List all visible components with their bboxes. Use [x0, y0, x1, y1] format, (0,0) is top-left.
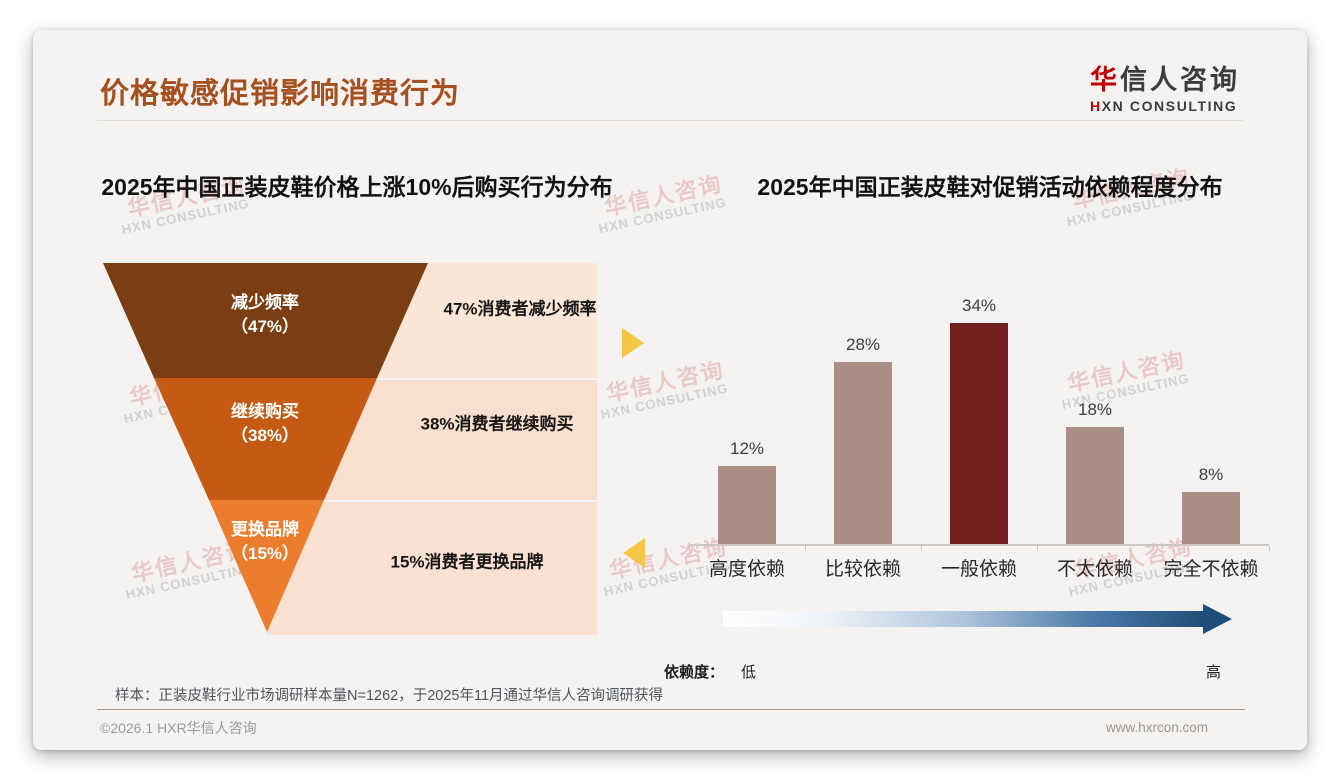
bar — [834, 362, 892, 544]
x-axis-tick — [689, 546, 690, 551]
category-label: 完全不依赖 — [1163, 559, 1259, 580]
funnel-side-label: 15%消费者更换品牌 — [390, 552, 544, 572]
bar-group: 12% — [689, 439, 805, 544]
sample-footnote: 样本：正装皮鞋行业市场调研样本量N=1262，于2025年11月通过华信人咨询调… — [115, 688, 664, 704]
funnel-chart-title: 2025年中国正装皮鞋价格上涨10%后购买行为分布 — [101, 174, 613, 200]
bar-value-label: 34% — [961, 296, 997, 315]
category-label: 比较依赖 — [824, 559, 901, 580]
bar-category-labels: 高度依赖 比较依赖 一般依赖 不太依赖 完全不依赖 — [689, 554, 1269, 581]
page-title: 价格敏感促销影响消费行为 — [100, 78, 461, 110]
bar-value-label: 18% — [1077, 400, 1113, 419]
bar-value-label: 12% — [729, 439, 765, 458]
panel-row — [267, 502, 597, 635]
x-axis — [689, 544, 1269, 546]
dependency-gradient-arrowhead-icon — [1203, 604, 1232, 634]
x-axis-tick — [805, 546, 806, 551]
bar-chart-title: 2025年中国正装皮鞋对促销活动依赖程度分布 — [757, 174, 1223, 200]
funnel-chart — [103, 263, 428, 632]
arrow-right-icon — [622, 328, 644, 358]
bar — [718, 466, 776, 544]
funnel-segment-label: 减少频率 （47%） — [230, 293, 300, 336]
bar-chart: 12% 28% 34% 18% 8% — [689, 280, 1269, 544]
header-divider — [97, 120, 1243, 121]
x-axis-tick — [1153, 546, 1154, 551]
funnel-segment-2 — [154, 378, 377, 500]
bar — [1182, 492, 1240, 544]
bar-group: 8% — [1153, 465, 1269, 544]
copyright-text: ©2026.1 HXR华信人咨询 — [100, 720, 257, 736]
logo-chinese: 华信人咨询 — [1090, 65, 1240, 95]
dependency-scale-high: 高 — [1206, 664, 1222, 681]
bar — [1066, 427, 1124, 544]
funnel-side-label: 47%消费者减少频率 — [443, 299, 597, 319]
website-url: www.hxrcon.com — [1106, 720, 1209, 735]
company-logo: 华信人咨询 HXN CONSULTING — [1090, 58, 1240, 114]
arrow-left-icon — [623, 538, 645, 568]
bar-group: 34% — [921, 296, 1037, 544]
funnel-side-label: 38%消费者继续购买 — [420, 414, 574, 434]
bar-group: 18% — [1037, 400, 1153, 544]
x-axis-tick — [1269, 546, 1270, 551]
dependency-scale-label: 依赖度： — [664, 664, 725, 681]
funnel-segment-label: 更换品牌 （15%） — [230, 520, 300, 563]
bar-group: 28% — [805, 335, 921, 544]
dependency-scale-low: 低 — [741, 664, 757, 681]
slide-card: 华信人咨询 HXN CONSULTING 华信人咨询 HXN CONSULTING … — [33, 30, 1307, 750]
bar-highlighted — [950, 323, 1008, 544]
x-axis-tick — [921, 546, 922, 551]
funnel-segment-3 — [209, 500, 324, 632]
footer-divider — [97, 709, 1245, 710]
x-axis-tick — [1037, 546, 1038, 551]
bar-value-label: 8% — [1198, 465, 1224, 484]
funnel-segment-1 — [103, 263, 428, 378]
dependency-gradient-bar — [723, 611, 1203, 627]
category-label: 不太依赖 — [1056, 559, 1133, 580]
category-label: 高度依赖 — [708, 559, 785, 580]
funnel-segment-label: 继续购买 （38%） — [230, 402, 300, 445]
category-label: 一般依赖 — [940, 559, 1017, 580]
bar-value-label: 28% — [845, 335, 881, 354]
logo-english: HXN CONSULTING — [1090, 98, 1238, 114]
